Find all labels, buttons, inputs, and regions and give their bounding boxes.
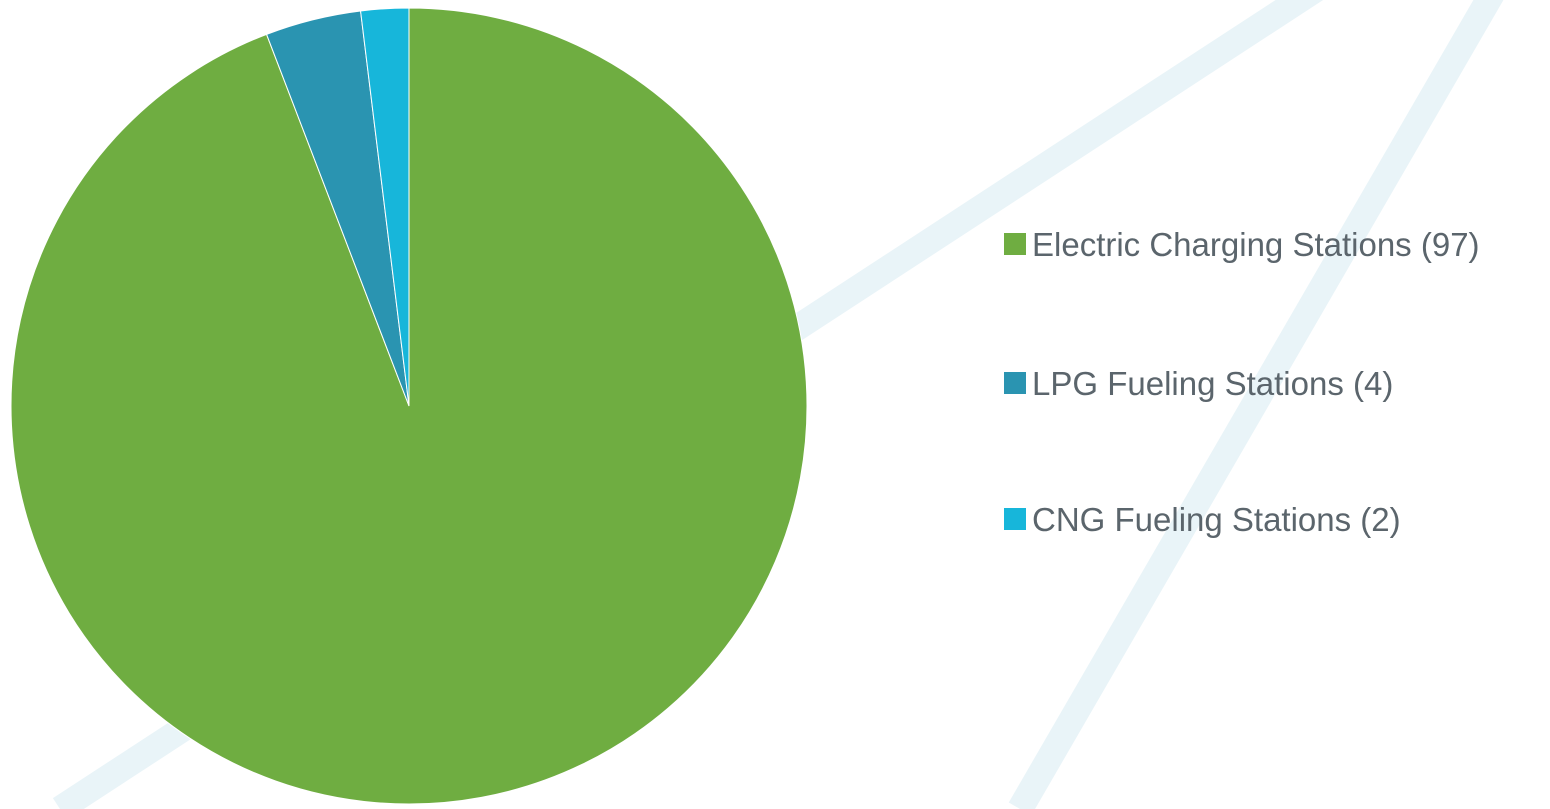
pie-slice	[360, 7, 410, 407]
legend-label: LPG Fueling Stations (4)	[1032, 365, 1394, 402]
legend-label: Electric Charging Stations (97)	[1032, 226, 1480, 263]
legend-item: Electric Charging Stations (97)	[1004, 218, 1504, 271]
stripe	[1008, 0, 1504, 809]
pie	[10, 7, 808, 805]
legend-label: CNG Fueling Stations (2)	[1032, 501, 1401, 538]
legend-swatch	[1004, 233, 1026, 255]
legend-item: CNG Fueling Stations (2)	[1004, 493, 1504, 546]
legend-swatch	[1004, 508, 1026, 530]
legend-item: LPG Fueling Stations (4)	[1004, 357, 1504, 410]
legend-swatch	[1004, 372, 1026, 394]
